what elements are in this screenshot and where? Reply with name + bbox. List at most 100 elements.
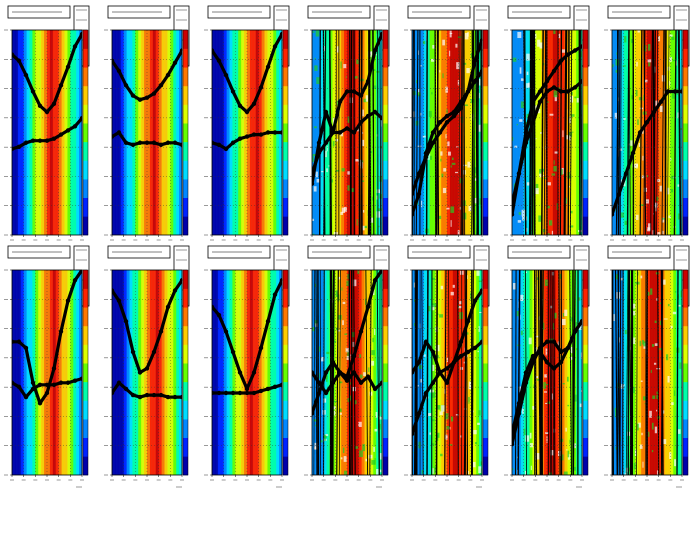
- heatmap-speckle: [668, 45, 671, 49]
- heatmap-speckle: [614, 411, 617, 418]
- heatmap-speckle: [474, 197, 478, 204]
- heatmap-speckle: [335, 169, 340, 172]
- series-point: [37, 401, 43, 406]
- series-point: [12, 339, 15, 344]
- heatmap-speckle: [614, 112, 619, 119]
- heatmap-speckle: [361, 109, 364, 117]
- series-point: [651, 109, 657, 115]
- series-point: [258, 85, 264, 90]
- colorbar-frame: [82, 29, 89, 236]
- heatmap-speckle: [640, 380, 643, 382]
- heatmap-band: [12, 30, 16, 235]
- noise-trace-line: [625, 270, 629, 475]
- series-point: [251, 390, 257, 396]
- heatmap-band: [632, 30, 636, 235]
- heatmap-band: [279, 270, 282, 475]
- heatmap-speckle: [315, 171, 318, 178]
- heatmap-speckle: [538, 215, 542, 222]
- heatmap-area: [212, 270, 282, 475]
- heatmap-band: [647, 30, 651, 235]
- heatmap-speckle: [575, 322, 578, 329]
- heatmap-band: [423, 270, 428, 475]
- series-point: [372, 278, 378, 283]
- series-point: [279, 31, 282, 37]
- heatmap-speckle: [474, 167, 478, 174]
- heatmap-band: [447, 30, 451, 235]
- colorbar-segment: [183, 179, 188, 199]
- heatmap-speckle: [512, 282, 517, 290]
- heatmap-band: [17, 270, 22, 475]
- heatmap-speckle: [447, 141, 450, 147]
- heatmap-speckle: [529, 443, 533, 448]
- heatmap-band: [455, 270, 460, 475]
- heatmap-band: [652, 270, 657, 475]
- heatmap-speckle: [476, 270, 480, 276]
- heatmap-speckle: [314, 283, 317, 287]
- colorbar-segment: [383, 344, 388, 364]
- heatmap-band: [623, 30, 628, 235]
- heatmap-speckle: [314, 126, 317, 129]
- heatmap-band: [170, 270, 174, 475]
- series-point: [51, 101, 57, 107]
- heatmap-band: [512, 270, 516, 475]
- series-point: [512, 212, 515, 217]
- noise-trace-line: [463, 30, 466, 235]
- heatmap-speckle: [442, 187, 447, 194]
- heatmap-speckle: [517, 220, 522, 223]
- heatmap-speckle: [620, 277, 624, 281]
- heatmap-band: [158, 30, 163, 235]
- heatmap-speckle: [322, 398, 327, 403]
- heatmap-band: [452, 30, 457, 235]
- heatmap-speckle: [376, 195, 378, 200]
- series-point: [372, 386, 378, 392]
- heatmap-speckle: [551, 173, 556, 176]
- heatmap-speckle: [361, 132, 364, 134]
- heatmap-band: [132, 270, 136, 475]
- heatmap-speckle: [680, 231, 682, 234]
- heatmap-speckle: [520, 78, 525, 81]
- series-point: [251, 370, 257, 375]
- colorbar-segment: [183, 288, 188, 308]
- heatmap-band: [520, 270, 525, 475]
- heatmap-speckle: [372, 337, 374, 343]
- noise-trace-line: [360, 30, 363, 235]
- heatmap-speckle: [312, 233, 315, 235]
- heatmap-speckle: [480, 461, 482, 466]
- series-point: [358, 120, 364, 125]
- heatmap-speckle: [351, 188, 355, 193]
- heatmap-speckle: [659, 185, 662, 192]
- heatmap-speckle: [312, 218, 314, 222]
- heatmap-speckle: [313, 186, 317, 192]
- colorbar-segment: [283, 325, 288, 345]
- heatmap-speckle: [657, 232, 661, 235]
- heatmap-band: [647, 270, 651, 475]
- heatmap-speckle: [335, 138, 339, 142]
- colorbar-segment: [383, 160, 388, 180]
- series-point: [623, 171, 629, 176]
- heatmap-speckle: [535, 335, 540, 338]
- noise-trace-line: [444, 270, 447, 475]
- series-point: [65, 64, 71, 70]
- series-point: [237, 103, 243, 109]
- colorbar-segment: [683, 216, 688, 236]
- series-point: [444, 366, 450, 371]
- heatmap-speckle: [524, 470, 527, 475]
- heatmap-speckle: [673, 390, 676, 397]
- heatmap-band: [467, 30, 471, 235]
- series-point: [365, 79, 371, 84]
- series-point: [279, 278, 282, 283]
- heatmap-band: [623, 270, 628, 475]
- heatmap-speckle: [670, 325, 673, 329]
- series-point: [230, 349, 236, 355]
- heatmap-speckle: [434, 466, 437, 474]
- heatmap-band: [164, 270, 169, 475]
- heatmap-band: [29, 30, 34, 235]
- noise-trace-line: [667, 30, 670, 235]
- colorbar-segment: [483, 270, 488, 289]
- series-point: [151, 91, 157, 96]
- heatmap-speckle: [357, 270, 360, 275]
- heatmap-speckle: [341, 168, 345, 172]
- colorbar-segment: [283, 160, 288, 180]
- colorbar-frame: [682, 29, 689, 236]
- colorbar-segment: [483, 216, 488, 236]
